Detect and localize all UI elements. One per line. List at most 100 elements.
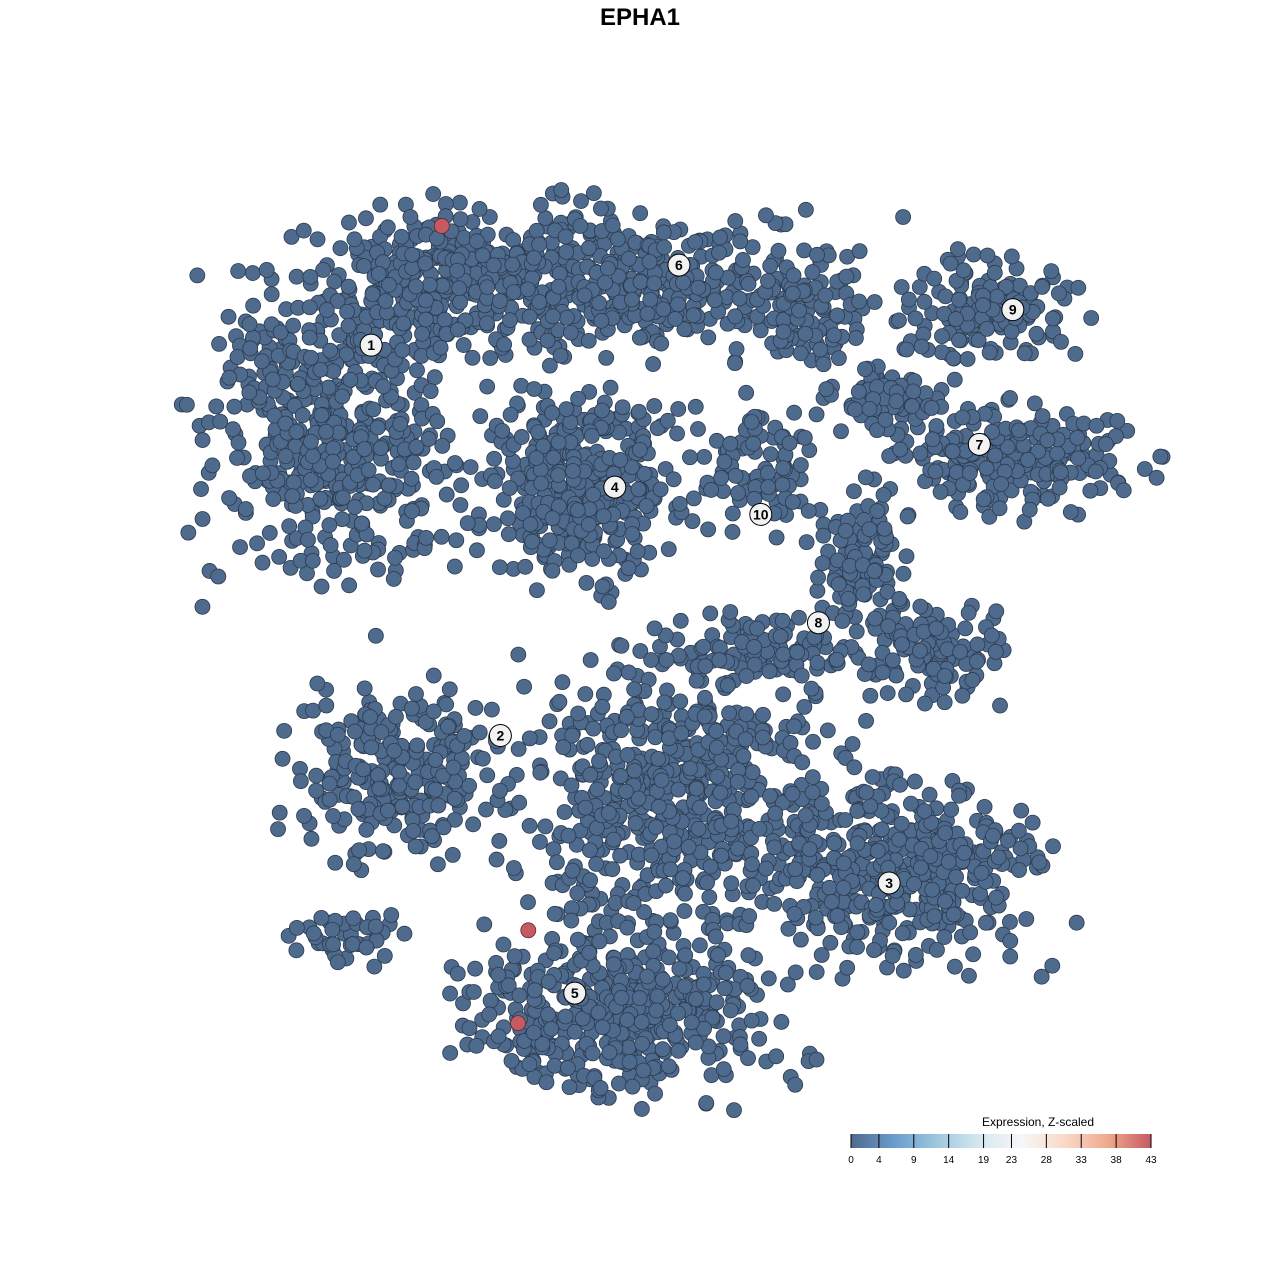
point-cluster-1 [425, 186, 442, 202]
point-cluster-2 [321, 791, 338, 808]
point-cluster-2 [345, 910, 362, 927]
point-cluster-5 [481, 1006, 498, 1023]
point-cluster-7 [1069, 429, 1086, 446]
point-cluster-9 [937, 288, 954, 305]
point-cluster-1 [285, 474, 302, 491]
point-cluster-6 [491, 293, 508, 309]
point-cluster-6 [775, 323, 792, 340]
point-cluster-2 [318, 697, 335, 714]
point-cluster-2 [383, 907, 400, 923]
point-cluster-5 [476, 916, 493, 933]
point-cluster-6 [639, 305, 656, 322]
point-cluster-5 [633, 1014, 650, 1030]
point-cluster-3 [940, 853, 957, 870]
point-cluster-1 [426, 369, 443, 386]
point-cluster-1 [372, 440, 389, 457]
legend-tick-label: 9 [911, 1155, 917, 1166]
point-cluster-6 [791, 302, 807, 319]
point-cluster-3 [613, 637, 630, 654]
point-cluster-6 [758, 207, 774, 224]
point-cluster-1 [264, 371, 281, 388]
point-cluster-5 [715, 1061, 732, 1078]
point-cluster-10 [743, 414, 760, 430]
point-cluster-3 [582, 842, 598, 859]
point-cluster-6 [732, 233, 749, 250]
point-cluster-7 [1148, 469, 1165, 486]
point-cluster-3 [643, 706, 660, 722]
point-cluster-6 [632, 274, 649, 290]
point-cluster-1 [281, 518, 298, 535]
point-cluster-9 [1028, 325, 1045, 342]
point-cluster-3 [946, 958, 963, 975]
point-cluster-3 [582, 652, 599, 668]
point-cluster-8 [916, 695, 933, 712]
point-cluster-7 [1002, 390, 1018, 406]
point-cluster-9 [979, 320, 995, 337]
point-cluster-1 [254, 465, 271, 482]
point-cluster-4 [494, 423, 511, 439]
point-cluster-10 [781, 435, 798, 451]
point-cluster-5 [465, 984, 482, 1000]
point-cluster-2 [356, 680, 373, 697]
cluster-label-1: 1 [359, 333, 383, 357]
point-cluster-2 [444, 846, 461, 863]
point-cluster-10 [808, 406, 825, 423]
point-cluster-1 [322, 342, 339, 359]
point-cluster-3 [680, 839, 697, 855]
point-cluster-8 [894, 636, 910, 653]
point-cluster-9 [1044, 310, 1061, 327]
point-cluster-7 [1115, 482, 1132, 499]
point-cluster-3 [926, 908, 943, 925]
point-cluster-8 [888, 667, 905, 684]
legend-tick-label: 19 [978, 1155, 990, 1166]
point-cluster-5 [546, 945, 562, 962]
point-cluster-1 [376, 490, 393, 507]
point-cluster-2 [440, 718, 456, 735]
point-cluster-3 [735, 748, 752, 765]
point-cluster-8 [912, 642, 928, 659]
point-high-expression [510, 1015, 526, 1032]
point-cluster-9 [951, 292, 967, 308]
point-cluster-3 [516, 678, 532, 695]
point-cluster-5 [787, 964, 804, 981]
point-cluster-5 [591, 933, 608, 950]
point-cluster-6 [449, 262, 466, 279]
cluster-label-4: 4 [603, 475, 627, 499]
point-cluster-8 [774, 612, 791, 629]
point-cluster-1 [341, 577, 358, 594]
point-cluster-2 [366, 958, 383, 975]
point-cluster-9 [1003, 323, 1020, 340]
point-cluster-3 [786, 718, 802, 735]
point-cluster-6 [609, 231, 626, 248]
point-cluster-1 [451, 194, 468, 211]
cluster-label-9: 9 [1001, 298, 1025, 322]
point-cluster-9 [986, 264, 1003, 281]
point-cluster-3 [945, 906, 962, 923]
point-cluster-3 [1045, 838, 1061, 855]
point-cluster-1 [266, 407, 283, 424]
point-cluster-2 [407, 838, 424, 855]
point-cluster-6 [667, 311, 684, 327]
cluster-label-6: 6 [667, 253, 691, 277]
point-cluster-6 [712, 229, 728, 246]
point-cluster-6 [598, 349, 615, 366]
point-cluster-1 [242, 468, 258, 484]
point-cluster-1 [360, 462, 377, 478]
point-cluster-2 [327, 854, 344, 871]
cluster-label-5: 5 [563, 981, 587, 1005]
point-cluster-8 [815, 527, 832, 544]
point-cluster-8 [969, 636, 986, 653]
point-cluster-5 [624, 1078, 641, 1095]
point-cluster-3 [978, 914, 994, 931]
point-cluster-6 [817, 287, 834, 304]
point-cluster-5 [671, 960, 688, 977]
point-cluster-6 [812, 341, 829, 358]
point-cluster-8 [869, 503, 886, 519]
point-cluster-6 [670, 296, 686, 313]
point-cluster-2 [346, 723, 363, 740]
point-cluster-1 [321, 517, 338, 533]
point-cluster-3 [613, 722, 629, 739]
point-cluster-4 [502, 406, 519, 423]
point-cluster-1 [194, 511, 211, 527]
point-cluster-10 [792, 457, 809, 473]
